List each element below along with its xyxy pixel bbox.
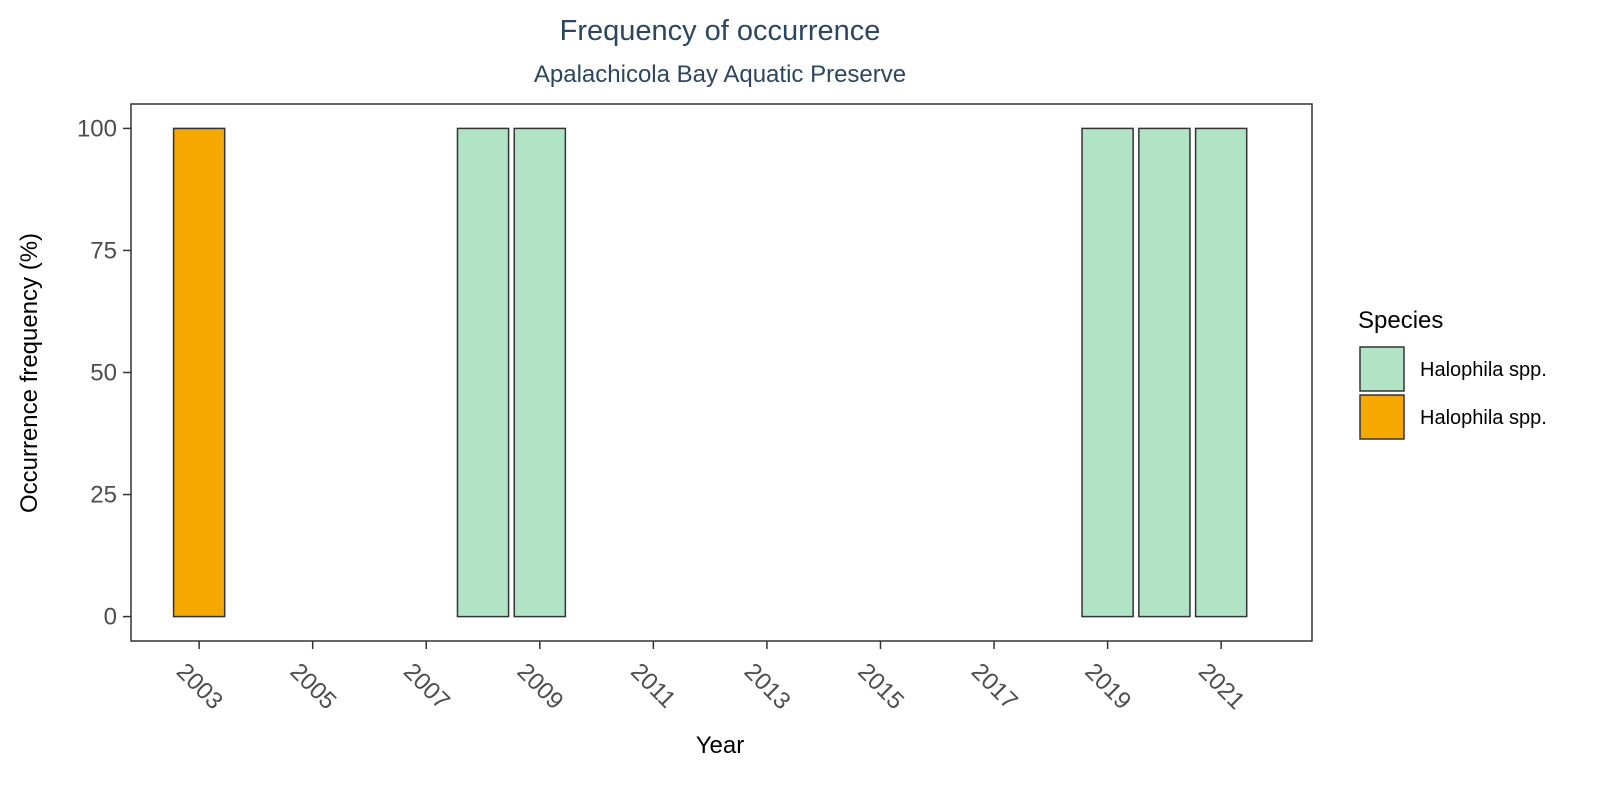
bar-2019 [1081, 127, 1134, 618]
bar-2008 [456, 127, 510, 618]
x-tick-label-2013: 2013 [739, 658, 796, 715]
y-axis: 0 25 50 75 100 [77, 115, 131, 631]
y-tick-label-50: 50 [90, 360, 117, 387]
x-tick-label-2009: 2009 [512, 658, 569, 715]
x-tick-label-2003: 2003 [171, 658, 228, 715]
legend-key-1 [1359, 394, 1405, 440]
y-tick-label-75: 75 [90, 237, 117, 264]
x-tick-label-2011: 2011 [625, 658, 681, 714]
x-axis-title: Year [696, 732, 745, 759]
legend-label-0: Halophila spp. [1420, 359, 1547, 381]
bars-layer [172, 127, 1248, 618]
y-tick-label-25: 25 [90, 482, 117, 509]
x-tick-label-2021: 2021 [1193, 658, 1250, 715]
bar-2020 [1138, 127, 1191, 618]
y-tick-label-0: 0 [104, 604, 117, 631]
x-tick-label-2019: 2019 [1079, 658, 1136, 715]
bar-2003 [172, 127, 226, 618]
x-tick-label-2017: 2017 [966, 658, 1023, 715]
chart-subtitle: Apalachicola Bay Aquatic Preserve [534, 61, 906, 88]
legend-label-1: Halophila spp. [1420, 407, 1547, 429]
legend-title: Species [1358, 307, 1443, 334]
x-tick-label-2005: 2005 [285, 658, 342, 715]
x-tick-label-2015: 2015 [852, 658, 909, 715]
bar-2021 [1194, 127, 1248, 618]
x-axis: 2003 2005 2007 2009 2011 2013 2015 2017 2019 2021 [171, 641, 1250, 715]
bar-2009 [513, 127, 567, 618]
y-axis-title: Occurrence frequency (%) [16, 233, 43, 513]
chart-title: Frequency of occurrence [560, 15, 881, 47]
x-tick-label-2007: 2007 [398, 658, 455, 715]
y-tick-label-100: 100 [77, 115, 117, 142]
legend: Species Halophila spp. Halophila spp. [1358, 307, 1547, 440]
plot-panel-border [130, 103, 1313, 642]
legend-key-0 [1359, 346, 1405, 392]
